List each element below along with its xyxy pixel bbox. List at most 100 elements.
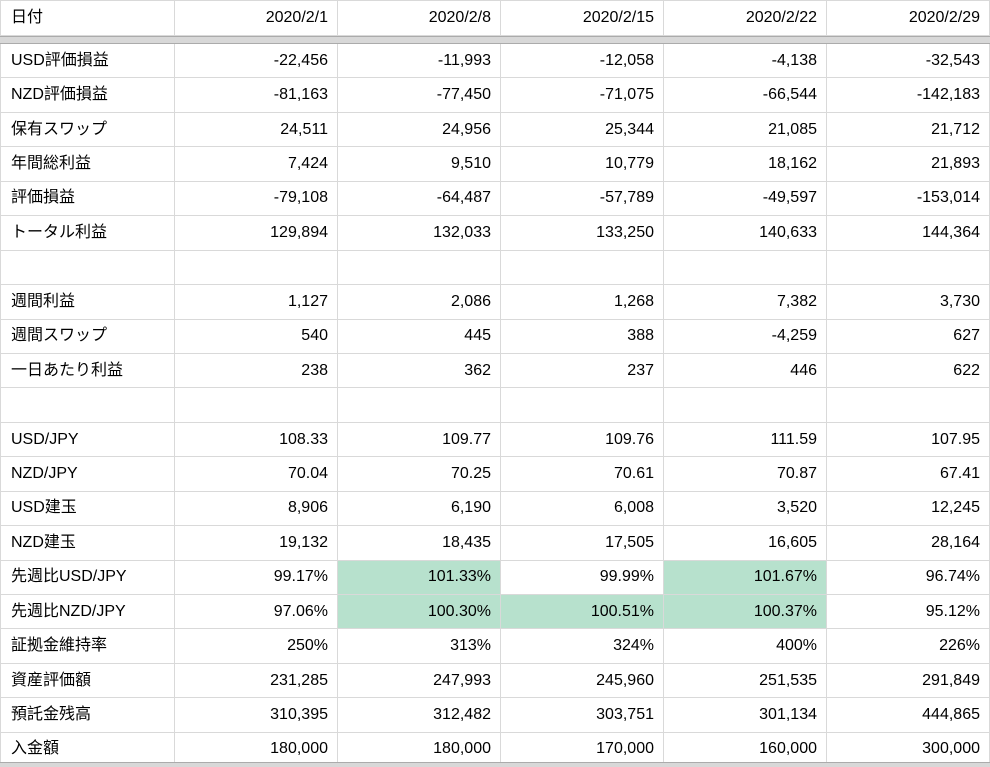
value-cell[interactable]: 95.12%: [827, 595, 990, 630]
row-label-cell[interactable]: USD評価損益: [0, 44, 175, 79]
row-label-cell[interactable]: 評価損益: [0, 181, 175, 217]
value-cell[interactable]: 231,285: [175, 663, 338, 699]
row-label-cell[interactable]: 資産評価額: [0, 663, 175, 699]
value-cell[interactable]: -66,544: [664, 78, 827, 113]
header-date-cell[interactable]: 2020/2/8: [338, 0, 501, 36]
row-label-cell[interactable]: [0, 388, 175, 423]
value-cell[interactable]: -22,456: [175, 44, 338, 79]
value-cell[interactable]: [664, 250, 827, 286]
value-cell[interactable]: 313%: [338, 629, 501, 664]
value-cell[interactable]: 160,000: [664, 732, 827, 767]
row-label-cell[interactable]: 週間スワップ: [0, 319, 175, 354]
value-cell[interactable]: 108.33: [175, 422, 338, 458]
value-cell[interactable]: 180,000: [175, 732, 338, 767]
value-cell[interactable]: 21,085: [664, 112, 827, 148]
value-cell[interactable]: 70.87: [664, 457, 827, 492]
value-cell[interactable]: 3,520: [664, 491, 827, 527]
value-cell[interactable]: [501, 250, 664, 286]
value-cell[interactable]: 226%: [827, 629, 990, 664]
value-cell[interactable]: 109.77: [338, 422, 501, 458]
value-cell[interactable]: 238: [175, 353, 338, 389]
row-label-cell[interactable]: 証拠金維持率: [0, 629, 175, 664]
row-label-cell[interactable]: トータル利益: [0, 216, 175, 251]
value-cell[interactable]: 291,849: [827, 663, 990, 699]
value-cell[interactable]: -12,058: [501, 44, 664, 79]
value-cell[interactable]: -71,075: [501, 78, 664, 113]
row-label-cell[interactable]: 一日あたり利益: [0, 353, 175, 389]
value-cell[interactable]: -77,450: [338, 78, 501, 113]
value-cell[interactable]: 99.99%: [501, 560, 664, 595]
value-cell[interactable]: 237: [501, 353, 664, 389]
value-cell[interactable]: 170,000: [501, 732, 664, 767]
value-cell[interactable]: 21,712: [827, 112, 990, 148]
value-cell[interactable]: 2,086: [338, 285, 501, 320]
value-cell[interactable]: 245,960: [501, 663, 664, 699]
value-cell[interactable]: -11,993: [338, 44, 501, 79]
value-cell[interactable]: [501, 388, 664, 423]
value-cell[interactable]: 100.30%: [338, 595, 501, 630]
value-cell[interactable]: 133,250: [501, 216, 664, 251]
value-cell[interactable]: 444,865: [827, 698, 990, 733]
value-cell[interactable]: -4,138: [664, 44, 827, 79]
value-cell[interactable]: 132,033: [338, 216, 501, 251]
value-cell[interactable]: 111.59: [664, 422, 827, 458]
value-cell[interactable]: 97.06%: [175, 595, 338, 630]
value-cell[interactable]: 109.76: [501, 422, 664, 458]
value-cell[interactable]: 101.33%: [338, 560, 501, 595]
row-label-cell[interactable]: USD建玉: [0, 491, 175, 527]
value-cell[interactable]: -81,163: [175, 78, 338, 113]
value-cell[interactable]: 301,134: [664, 698, 827, 733]
value-cell[interactable]: [338, 250, 501, 286]
value-cell[interactable]: 144,364: [827, 216, 990, 251]
value-cell[interactable]: 107.95: [827, 422, 990, 458]
row-label-cell[interactable]: 週間利益: [0, 285, 175, 320]
value-cell[interactable]: 17,505: [501, 526, 664, 561]
value-cell[interactable]: 445: [338, 319, 501, 354]
value-cell[interactable]: 303,751: [501, 698, 664, 733]
value-cell[interactable]: 250%: [175, 629, 338, 664]
value-cell[interactable]: 18,435: [338, 526, 501, 561]
value-cell[interactable]: 12,245: [827, 491, 990, 527]
header-date-cell[interactable]: 2020/2/1: [175, 0, 338, 36]
value-cell[interactable]: -142,183: [827, 78, 990, 113]
row-label-cell[interactable]: USD/JPY: [0, 422, 175, 458]
value-cell[interactable]: 8,906: [175, 491, 338, 527]
row-label-cell[interactable]: 保有スワップ: [0, 112, 175, 148]
value-cell[interactable]: -64,487: [338, 181, 501, 217]
frozen-row-divider[interactable]: [0, 36, 990, 44]
value-cell[interactable]: 627: [827, 319, 990, 354]
value-cell[interactable]: 310,395: [175, 698, 338, 733]
row-label-cell[interactable]: 預託金残高: [0, 698, 175, 733]
value-cell[interactable]: 101.67%: [664, 560, 827, 595]
value-cell[interactable]: 388: [501, 319, 664, 354]
value-cell[interactable]: -79,108: [175, 181, 338, 217]
header-date-cell[interactable]: 2020/2/15: [501, 0, 664, 36]
value-cell[interactable]: 24,956: [338, 112, 501, 148]
row-label-cell[interactable]: [0, 250, 175, 286]
value-cell[interactable]: 324%: [501, 629, 664, 664]
value-cell[interactable]: 100.37%: [664, 595, 827, 630]
value-cell[interactable]: 247,993: [338, 663, 501, 699]
value-cell[interactable]: 362: [338, 353, 501, 389]
value-cell[interactable]: 70.61: [501, 457, 664, 492]
value-cell[interactable]: 6,008: [501, 491, 664, 527]
value-cell[interactable]: 25,344: [501, 112, 664, 148]
value-cell[interactable]: 312,482: [338, 698, 501, 733]
value-cell[interactable]: [827, 250, 990, 286]
value-cell[interactable]: 16,605: [664, 526, 827, 561]
value-cell[interactable]: 28,164: [827, 526, 990, 561]
value-cell[interactable]: 3,730: [827, 285, 990, 320]
header-label-cell[interactable]: 日付: [0, 0, 175, 36]
value-cell[interactable]: 6,190: [338, 491, 501, 527]
value-cell[interactable]: 67.41: [827, 457, 990, 492]
value-cell[interactable]: 540: [175, 319, 338, 354]
row-label-cell[interactable]: NZD建玉: [0, 526, 175, 561]
row-label-cell[interactable]: 先週比USD/JPY: [0, 560, 175, 595]
value-cell[interactable]: 1,127: [175, 285, 338, 320]
header-date-cell[interactable]: 2020/2/22: [664, 0, 827, 36]
value-cell[interactable]: -32,543: [827, 44, 990, 79]
row-label-cell[interactable]: NZD/JPY: [0, 457, 175, 492]
value-cell[interactable]: 7,424: [175, 147, 338, 182]
value-cell[interactable]: 21,893: [827, 147, 990, 182]
value-cell[interactable]: 24,511: [175, 112, 338, 148]
